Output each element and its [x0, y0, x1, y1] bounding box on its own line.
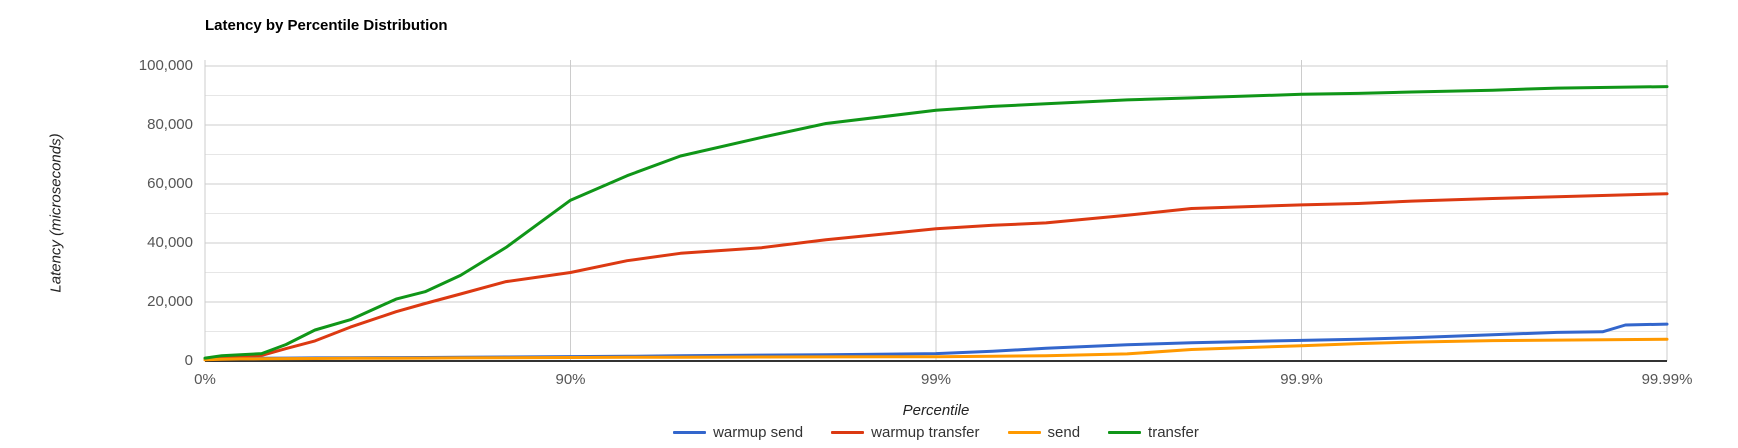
x-tick-label: 90%: [555, 371, 586, 388]
x-tick-label: 99.99%: [1641, 371, 1693, 388]
x-tick-label: 99.9%: [1280, 371, 1323, 388]
series-line-transfer: [203, 85, 1669, 360]
y-axis-title: Latency (microseconds): [47, 133, 65, 293]
x-tick-label: 0%: [194, 371, 216, 388]
y-tick-label: 20,000: [147, 293, 193, 310]
chart-title: Latency by Percentile Distribution: [205, 17, 448, 34]
y-tick-label: 80,000: [147, 116, 193, 133]
x-axis-title: Percentile: [902, 402, 970, 419]
x-tick-label: 99%: [920, 371, 952, 388]
y-tick-label: 100,000: [138, 57, 193, 74]
y-tick-label: 60,000: [147, 175, 193, 192]
series-line-warmup-transfer: [203, 192, 1669, 361]
y-tick-label: 40,000: [147, 234, 193, 251]
series-line-send: [203, 337, 1669, 362]
y-tick-label: 0: [184, 352, 193, 369]
